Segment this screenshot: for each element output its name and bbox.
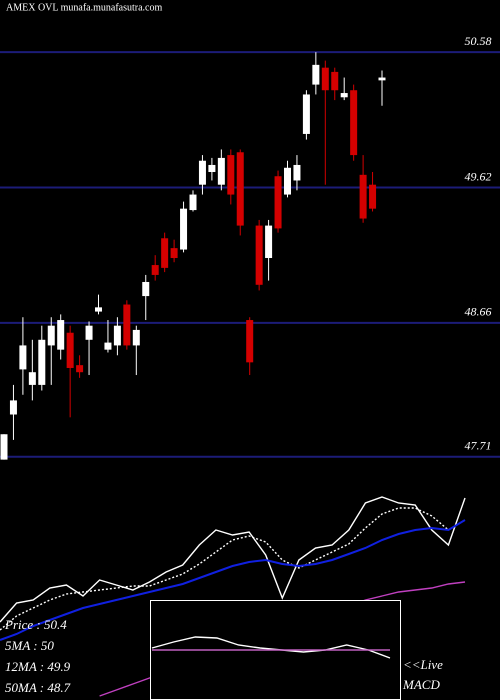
candle-body (378, 77, 386, 81)
candle-body (340, 93, 348, 98)
candle-body (170, 248, 178, 259)
ma-line (0, 519, 466, 641)
candle-body (142, 281, 150, 297)
candle-body (161, 238, 169, 268)
candle-body (350, 90, 358, 156)
candle-body (95, 307, 102, 312)
candle-body (331, 71, 339, 91)
candle-body (57, 320, 65, 350)
legend-entry: 12MA : 49.9 (5, 659, 71, 674)
candle-body (19, 345, 27, 370)
candle-body (123, 304, 131, 346)
macd-label: MACD (402, 677, 440, 692)
y-tick-label: 49.62 (465, 169, 492, 183)
chart-title: AMEX OVL munafa.munafasutra.com (6, 2, 162, 13)
candle-body (9, 400, 17, 415)
y-tick-label: 47.71 (465, 439, 492, 453)
candle-body (321, 67, 329, 91)
macd-line (151, 636, 391, 659)
candle-body (255, 225, 263, 285)
candle-body (0, 434, 8, 460)
live-label: <<Live (403, 657, 443, 672)
legend-entry: 50MA : 48.7 (5, 680, 71, 695)
candle-body (369, 184, 377, 209)
candle-body (359, 174, 367, 219)
candle-body (265, 225, 273, 259)
candle-body (274, 176, 282, 229)
y-tick-label: 48.66 (465, 305, 492, 319)
candle-body (302, 94, 310, 134)
candle-body (151, 265, 159, 275)
candle-body (38, 339, 46, 385)
legend-entry: 5MA : 50 (5, 638, 54, 653)
candle-body (76, 365, 84, 373)
candle-body (189, 194, 197, 211)
candle-body (132, 329, 140, 346)
candle-body (227, 155, 235, 195)
candle-body (293, 164, 301, 181)
candle-body (312, 64, 320, 85)
candle-body (47, 325, 55, 346)
candle-body (113, 325, 121, 346)
candle-body (236, 152, 244, 226)
candle-body (208, 164, 216, 173)
candle-body (85, 325, 93, 340)
candle-body (284, 167, 291, 195)
candle-body (66, 332, 74, 368)
y-tick-label: 50.58 (465, 34, 492, 48)
ma-line (0, 496, 466, 623)
candle-body (198, 160, 206, 185)
candle-body (217, 157, 225, 185)
legend-entry: Price : 50.4 (4, 617, 67, 632)
candle-body (28, 372, 36, 385)
candle-body (104, 342, 112, 350)
candle-body (246, 320, 254, 363)
candle-body (180, 208, 188, 250)
